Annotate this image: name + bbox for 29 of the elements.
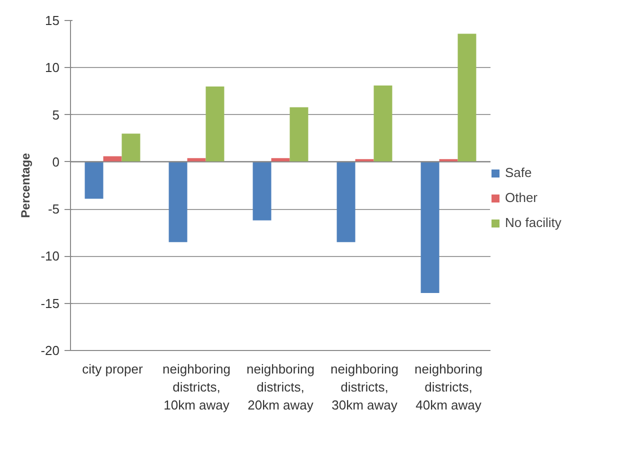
y-tick-label: -15: [40, 296, 60, 311]
bar: [458, 34, 476, 162]
bar: [271, 158, 290, 162]
y-tick-label: 15: [45, 13, 60, 28]
x-tick-label: neighboring districts, 40km away: [414, 362, 482, 412]
bar: [122, 134, 140, 162]
bar: [84, 162, 104, 199]
y-tick-label: -10: [40, 248, 60, 264]
bar: [336, 162, 356, 242]
bar: [290, 107, 308, 162]
y-axis-title: Percentage: [18, 152, 33, 218]
x-tick-label: neighboring districts, 20km away: [246, 362, 314, 412]
legend-label: No facility: [505, 215, 562, 230]
y-tick-label: 5: [52, 107, 60, 122]
bar: [252, 162, 272, 220]
bar: [187, 158, 206, 162]
legend-label: Safe: [505, 165, 532, 180]
x-tick-label: neighboring districts, 10km away: [162, 362, 230, 412]
y-tick-label: -20: [40, 343, 60, 358]
bar: [420, 162, 440, 293]
y-tick-label: -5: [48, 202, 60, 217]
legend-label: Other: [505, 190, 538, 205]
x-tick-label: city proper: [82, 362, 144, 376]
y-tick-label: 10: [45, 60, 60, 76]
bar: [168, 162, 188, 242]
x-tick-label: neighboring districts, 30km away: [330, 362, 398, 412]
y-tick-label: 0: [52, 154, 60, 170]
bar: [374, 86, 392, 162]
bar: [206, 86, 224, 162]
